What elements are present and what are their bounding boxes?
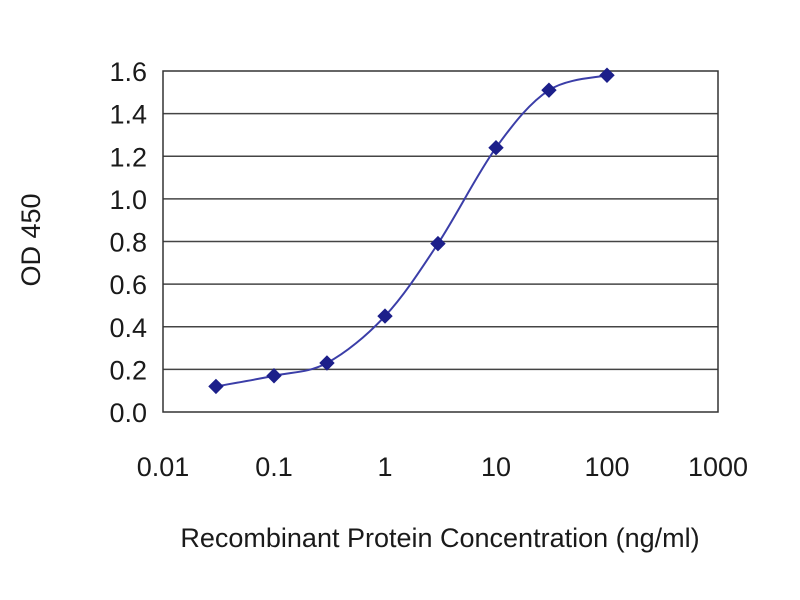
x-axis-title: Recombinant Protein Concentration (ng/ml… — [180, 523, 699, 553]
x-tick-label: 0.1 — [255, 452, 293, 482]
y-tick-label: 0.2 — [109, 355, 147, 385]
y-axis-tick-labels: 0.0 0.2 0.4 0.6 0.8 1.0 1.2 1.4 1.6 — [109, 57, 147, 428]
grid-lines — [163, 112, 718, 371]
y-axis-title: OD 450 — [16, 193, 46, 286]
x-tick-label: 1000 — [688, 452, 748, 482]
y-tick-label: 1.4 — [109, 100, 147, 130]
plot-frame — [162, 70, 719, 413]
y-tick-label: 1.6 — [109, 57, 147, 87]
y-tick-label: 0.8 — [109, 228, 147, 258]
data-point-marker — [208, 378, 224, 395]
x-tick-label: 100 — [584, 452, 629, 482]
y-tick-label: 1.2 — [109, 142, 147, 172]
data-point-marker — [377, 308, 393, 324]
x-tick-label: 10 — [481, 452, 511, 482]
data-points — [208, 67, 615, 395]
y-tick-label: 0.6 — [109, 270, 147, 300]
x-tick-label: 1 — [377, 452, 392, 482]
y-tick-label: 0.0 — [109, 398, 147, 428]
x-tick-label: 0.01 — [137, 452, 190, 482]
x-axis-tick-labels: 0.01 0.1 1 10 100 1000 — [137, 452, 748, 482]
data-point-marker — [541, 82, 557, 98]
data-point-marker — [319, 355, 335, 371]
data-point-marker — [599, 67, 615, 83]
data-point-marker — [488, 140, 504, 156]
y-tick-label: 1.0 — [109, 185, 147, 215]
series-line — [215, 74, 608, 388]
y-tick-label: 0.4 — [109, 313, 147, 343]
data-point-marker — [430, 235, 446, 252]
data-point-marker — [266, 368, 282, 384]
